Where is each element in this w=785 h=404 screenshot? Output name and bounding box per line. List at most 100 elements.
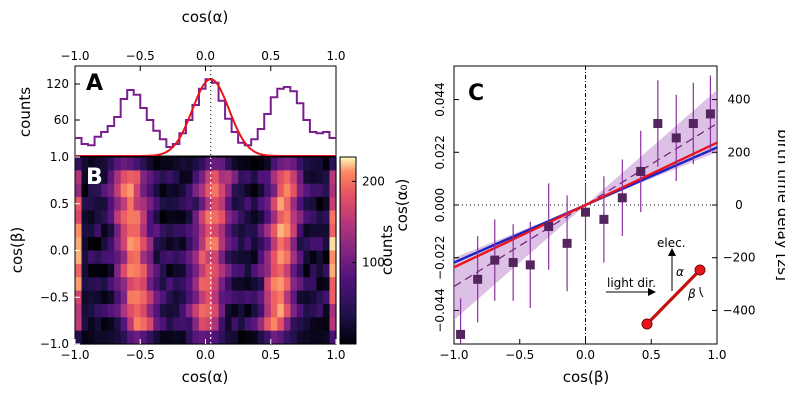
heatmap-cell [329, 303, 337, 318]
heatmap-cell [81, 330, 89, 345]
heatmap-cell [277, 170, 285, 185]
heatmap-cell [270, 250, 278, 265]
heatmap-cell [218, 330, 226, 345]
heatmap-cell [198, 290, 207, 305]
data-point [508, 258, 518, 268]
heatmap-cell [120, 290, 128, 305]
heatmap-cell [153, 290, 161, 305]
heatmap-cell [264, 183, 272, 198]
heatmap-cell [277, 223, 285, 238]
heatmap-cell [185, 317, 194, 332]
heatmap-cell [283, 317, 291, 332]
panel-c-xtick-label: 1.0 [707, 348, 726, 362]
heatmap-cell [225, 290, 233, 305]
heatmap-cell [133, 330, 141, 345]
heatmap-cell [133, 223, 141, 238]
heatmap-cell [94, 197, 102, 212]
heatmap-cell [251, 223, 259, 238]
heatmap-cell [88, 210, 96, 225]
panel-c-xtick-label: −0.5 [505, 348, 534, 362]
heatmap-cell [303, 170, 311, 185]
heatmap-cell [296, 170, 304, 185]
heatmap-cell [205, 277, 213, 292]
heatmap-cell [140, 183, 148, 198]
heatmap-cell [270, 157, 278, 171]
heatmap-cell [277, 237, 285, 252]
heatmap-cell [114, 303, 122, 318]
heatmap-cell [283, 183, 291, 198]
heatmap-cell [107, 237, 115, 252]
panel-b-xtick-label: −1.0 [60, 348, 89, 362]
heatmap-cell [114, 250, 122, 265]
heatmap-cell [159, 317, 167, 332]
panel-b-xtick-label: 0.5 [261, 348, 280, 362]
heatmap-cell [251, 317, 259, 332]
heatmap-cell [114, 157, 122, 171]
heatmap-cell [251, 263, 259, 278]
heatmap-cell [146, 330, 154, 345]
heatmap-cell [303, 290, 311, 305]
heatmap-cell [133, 277, 141, 292]
heatmap-cell [192, 183, 200, 198]
heatmap-cell [120, 183, 128, 198]
heatmap-cell [88, 223, 96, 238]
panel-b-label: B [86, 165, 103, 190]
heatmap-cell [75, 303, 83, 318]
heatmap-cell [127, 290, 135, 305]
heatmap-cell [172, 330, 180, 345]
heatmap-cell [166, 223, 174, 238]
heatmap-cell [238, 290, 246, 305]
heatmap-cell [107, 250, 115, 265]
heatmap-cell [212, 170, 220, 185]
heatmap-cell [225, 157, 233, 171]
heatmap-cell [114, 237, 122, 252]
heatmap-cell [114, 183, 122, 198]
heatmap-cell [107, 303, 115, 318]
heatmap-cell [94, 210, 102, 225]
panel-c-xtick-label: 0.5 [642, 348, 661, 362]
heatmap-cell [212, 303, 220, 318]
heatmap-cell [231, 237, 239, 252]
heatmap-cell [88, 277, 96, 292]
panel-c: −1.0 −0.5 0.0 0.5 1.0 −0.044 −0.022 0.000 0.022… [393, 65, 785, 386]
heatmap-cell [277, 210, 285, 225]
heatmap-cell [172, 303, 180, 318]
heatmap-cell [283, 250, 291, 265]
atom-lower [641, 318, 653, 330]
data-point [456, 329, 466, 339]
panel-c-xtick-label: 0.0 [576, 348, 595, 362]
heatmap-cell [277, 277, 285, 292]
heatmap-cell [166, 290, 174, 305]
heatmap-cell [133, 197, 141, 212]
panel-c-ytick-label: −0.022 [433, 236, 447, 280]
heatmap-cell [212, 263, 220, 278]
heatmap-cell [296, 197, 304, 212]
heatmap-cell [270, 170, 278, 185]
heatmap-cell [264, 290, 272, 305]
heatmap-cell [179, 277, 187, 292]
panel-b-ytick-label: −1.0 [40, 337, 69, 351]
heatmap-cell [303, 223, 311, 238]
heatmap-cell [185, 197, 194, 212]
heatmap-cell [146, 263, 154, 278]
heatmap-cell [172, 183, 180, 198]
heatmap-cell [251, 330, 259, 345]
panel-c-ytick-label: −0.044 [433, 288, 447, 332]
data-point [617, 193, 627, 203]
heatmap-cell [133, 290, 141, 305]
heatmap-cell [309, 317, 318, 332]
heatmap-cell [153, 317, 161, 332]
heatmap-cell [322, 303, 331, 318]
heatmap-cell [329, 250, 337, 265]
heatmap-cell [107, 223, 115, 238]
heatmap-cell [146, 210, 154, 225]
heatmap-cell [179, 263, 187, 278]
heatmap-cell [257, 277, 265, 292]
heatmap-cell [212, 277, 220, 292]
panel-c-ytick-label: 0.022 [433, 135, 447, 169]
heatmap-cell [127, 263, 135, 278]
heatmap-cell [159, 277, 167, 292]
panel-c-xtick-label: −1.0 [439, 348, 468, 362]
heatmap-cell [101, 303, 109, 318]
heatmap-cell [94, 170, 102, 185]
